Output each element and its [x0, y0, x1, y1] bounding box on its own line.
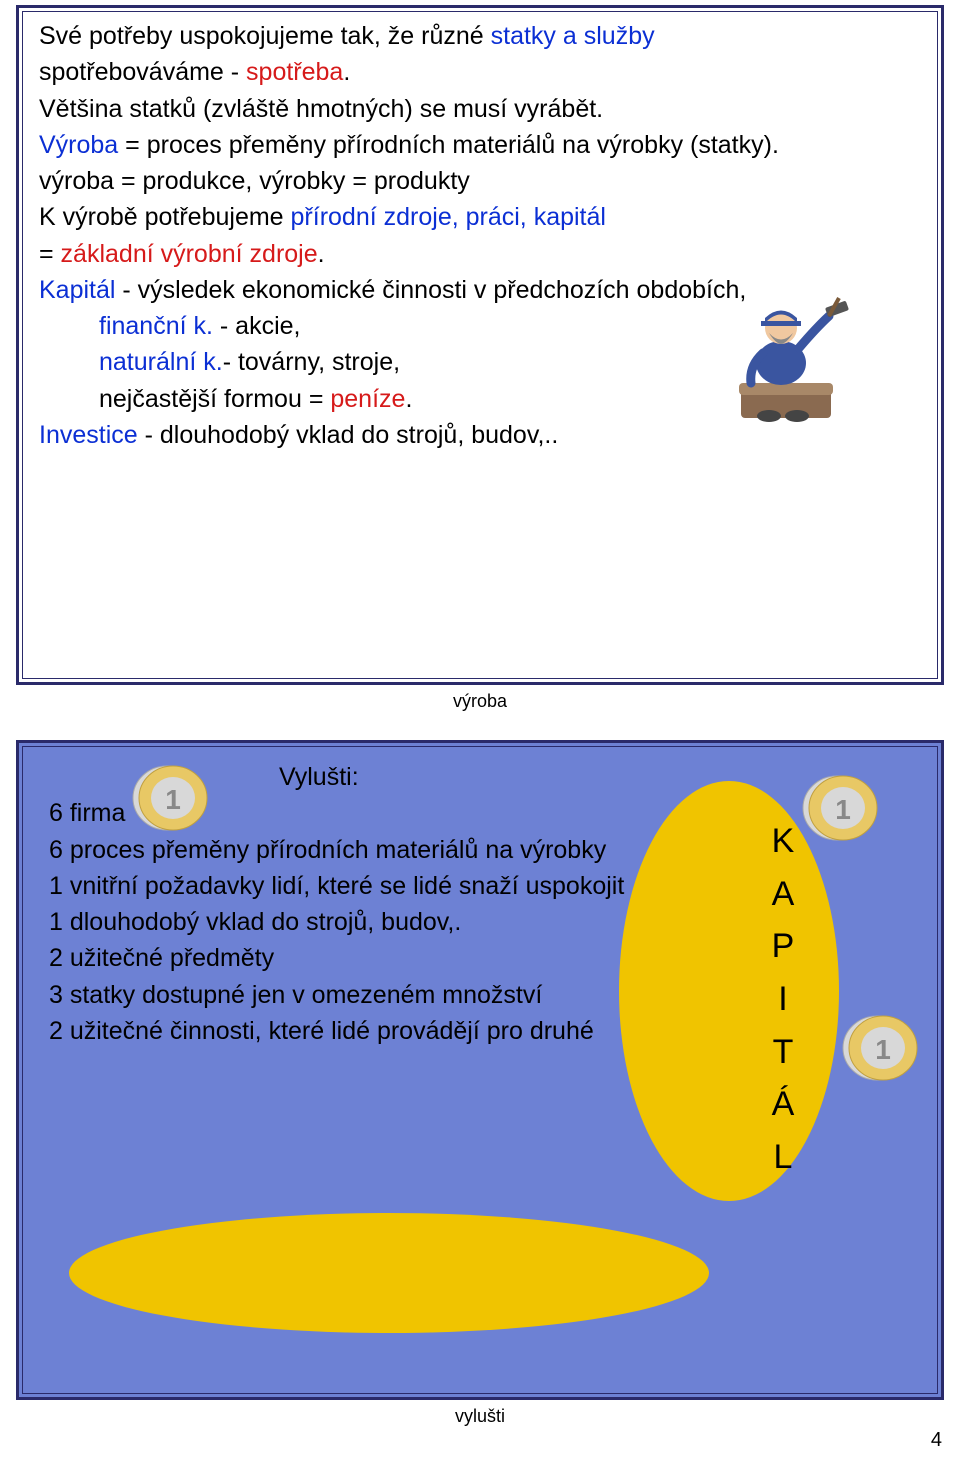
answer-letters: K A P I T Á L — [763, 815, 803, 1184]
slide2-heading: Vylušti: — [279, 759, 917, 795]
letter: A — [763, 868, 803, 921]
letter: I — [763, 973, 803, 1026]
letter: T — [763, 1026, 803, 1079]
carpenter-icon — [721, 288, 861, 438]
slide1-caption: výroba — [0, 691, 960, 712]
ellipse-horizontal — [69, 1213, 709, 1333]
page-number: 4 — [0, 1429, 960, 1452]
slide1-line1: Své potřeby uspokojujeme tak, že různé s… — [39, 18, 921, 54]
clue-item: 3 statky dostupné jen v omezeném množstv… — [49, 977, 689, 1013]
clue-item: 2 užitečné předměty — [49, 940, 689, 976]
slide-vylusti-wrap: 1 1 1 K A P I T Á L — [16, 740, 944, 1427]
slide1-line7: = základní výrobní zdroje. — [39, 236, 921, 272]
clue-item: 1 dlouhodobý vklad do strojů, budov,. — [49, 904, 689, 940]
slide1-line2: spotřebováváme - spotřeba. — [39, 54, 921, 90]
slide-vyroba: Své potřeby uspokojujeme tak, že různé s… — [16, 5, 944, 685]
slide-vylusti: 1 1 1 K A P I T Á L — [16, 740, 944, 1400]
clue-item: 1 vnitřní požadavky lidí, které se lidé … — [49, 868, 689, 904]
clue-item: 6 firma — [49, 795, 689, 831]
slide1-line3: Většina statků (zvláště hmotných) se mus… — [39, 91, 921, 127]
clue-item: 2 užitečné činnosti, které lidé prováděj… — [49, 1013, 689, 1049]
slide2-caption: vylušti — [16, 1406, 944, 1427]
page: Své potřeby uspokojujeme tak, že různé s… — [0, 5, 960, 1472]
letter: Á — [763, 1078, 803, 1131]
letter: P — [763, 920, 803, 973]
slide1-line5: výroba = produkce, výrobky = produkty — [39, 163, 921, 199]
clue-item: 6 proces přeměny přírodních materiálů na… — [49, 832, 689, 868]
slide1-line4: Výroba = proces přeměny přírodních mater… — [39, 127, 921, 163]
slide1-line6: K výrobě potřebujeme přírodní zdroje, pr… — [39, 199, 921, 235]
letter: L — [763, 1131, 803, 1184]
letter: K — [763, 815, 803, 868]
